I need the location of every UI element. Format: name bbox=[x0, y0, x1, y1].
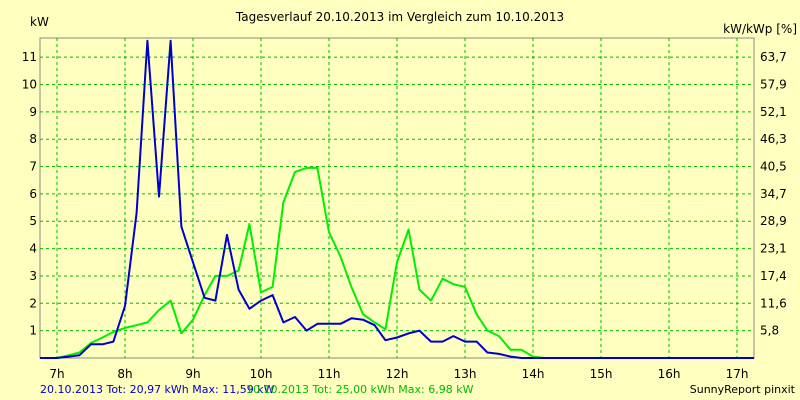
y-tick-label-right: 5,8 bbox=[760, 324, 779, 338]
y-tick-label-right: 52,1 bbox=[760, 105, 787, 119]
x-tick-label: 10h bbox=[250, 367, 273, 381]
y-tick-label-right: 28,9 bbox=[760, 214, 787, 228]
y-tick-label-left: 7 bbox=[29, 160, 37, 174]
y-tick-label-left: 3 bbox=[29, 269, 37, 283]
y-tick-label-left: 6 bbox=[29, 187, 37, 201]
x-tick-label: 9h bbox=[185, 367, 200, 381]
y-tick-label-left: 4 bbox=[29, 242, 37, 256]
y-tick-label-right: 11,6 bbox=[760, 296, 787, 310]
y-tick-label-left: 8 bbox=[29, 132, 37, 146]
x-tick-label: 15h bbox=[590, 367, 613, 381]
y-tick-label-left: 10 bbox=[22, 77, 37, 91]
chart-title: Tagesverlauf 20.10.2013 im Vergleich zum… bbox=[235, 10, 564, 24]
y-tick-label-left: 2 bbox=[29, 296, 37, 310]
y-axis-label-right: kW/kWp [%] bbox=[723, 22, 797, 36]
series-group bbox=[40, 39, 754, 359]
y-tick-label-right: 46,3 bbox=[760, 132, 787, 146]
x-tick-label: 17h bbox=[726, 367, 749, 381]
x-tick-label: 7h bbox=[49, 367, 64, 381]
x-tick-label: 11h bbox=[318, 367, 341, 381]
y-tick-label-right: 34,7 bbox=[760, 187, 787, 201]
y-tick-label-right: 23,1 bbox=[760, 242, 787, 256]
x-tick-label: 14h bbox=[522, 367, 545, 381]
x-tick-label: 13h bbox=[454, 367, 477, 381]
y-tick-label-right: 63,7 bbox=[760, 50, 787, 64]
series-line-20-10-2013 bbox=[40, 39, 754, 359]
x-tick-label: 8h bbox=[117, 367, 132, 381]
y-axis-label-left: kW bbox=[30, 15, 49, 29]
y-tick-label-right: 57,9 bbox=[760, 77, 787, 91]
y-tick-label-right: 17,4 bbox=[760, 269, 787, 283]
x-tick-label: 16h bbox=[658, 367, 681, 381]
credit-label: SunnyReport pinxit bbox=[690, 383, 796, 396]
y-tick-label-left: 11 bbox=[22, 50, 37, 64]
grid bbox=[40, 38, 754, 358]
y-tick-label-left: 5 bbox=[29, 214, 37, 228]
tick-labels: 7h 8h 9h 10h 11h 12h 13h 14h 15h 16h 17h 1 5,8 2 11,6 3… bbox=[22, 50, 787, 381]
legend-entry-20-10-2013: 20.10.2013 Tot: 20,97 kWh Max: 11,59 kW bbox=[40, 383, 275, 396]
y-tick-label-left: 1 bbox=[29, 324, 37, 338]
x-tick-label: 12h bbox=[386, 367, 409, 381]
y-tick-label-left: 9 bbox=[29, 105, 37, 119]
y-tick-label-right: 40,5 bbox=[760, 160, 787, 174]
legend-entry-10-10-2013: 10.10.2013 Tot: 25,00 kWh Max: 6,98 kW bbox=[246, 383, 474, 396]
